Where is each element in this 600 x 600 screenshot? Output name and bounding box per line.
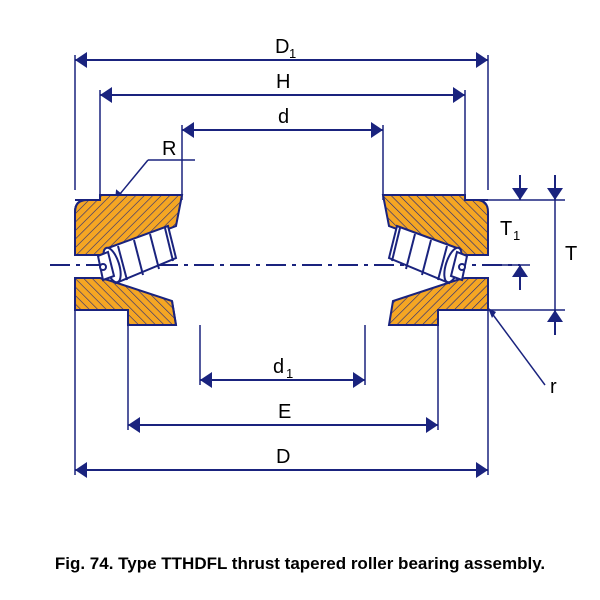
svg-text:T: T [500,218,512,240]
left-bearing-section [75,195,182,325]
diagram-container: D 1 H d R T 1 T r d 1 E [0,0,600,600]
right-bearing-section [383,195,488,325]
svg-text:D: D [275,36,289,58]
bearing-diagram-svg: D 1 H d R T 1 T r d 1 E [0,0,600,540]
svg-text:d: d [278,106,289,128]
svg-text:r: r [550,376,557,398]
svg-text:1: 1 [513,228,520,243]
svg-text:D: D [276,446,290,468]
svg-text:T: T [565,243,577,265]
svg-text:R: R [162,138,176,160]
svg-text:H: H [276,71,290,93]
svg-text:E: E [278,401,291,423]
svg-text:1: 1 [289,46,296,61]
figure-caption: Fig. 74. Type TTHDFL thrust tapered roll… [0,554,600,574]
svg-text:1: 1 [286,366,293,381]
svg-text:d: d [273,356,284,378]
